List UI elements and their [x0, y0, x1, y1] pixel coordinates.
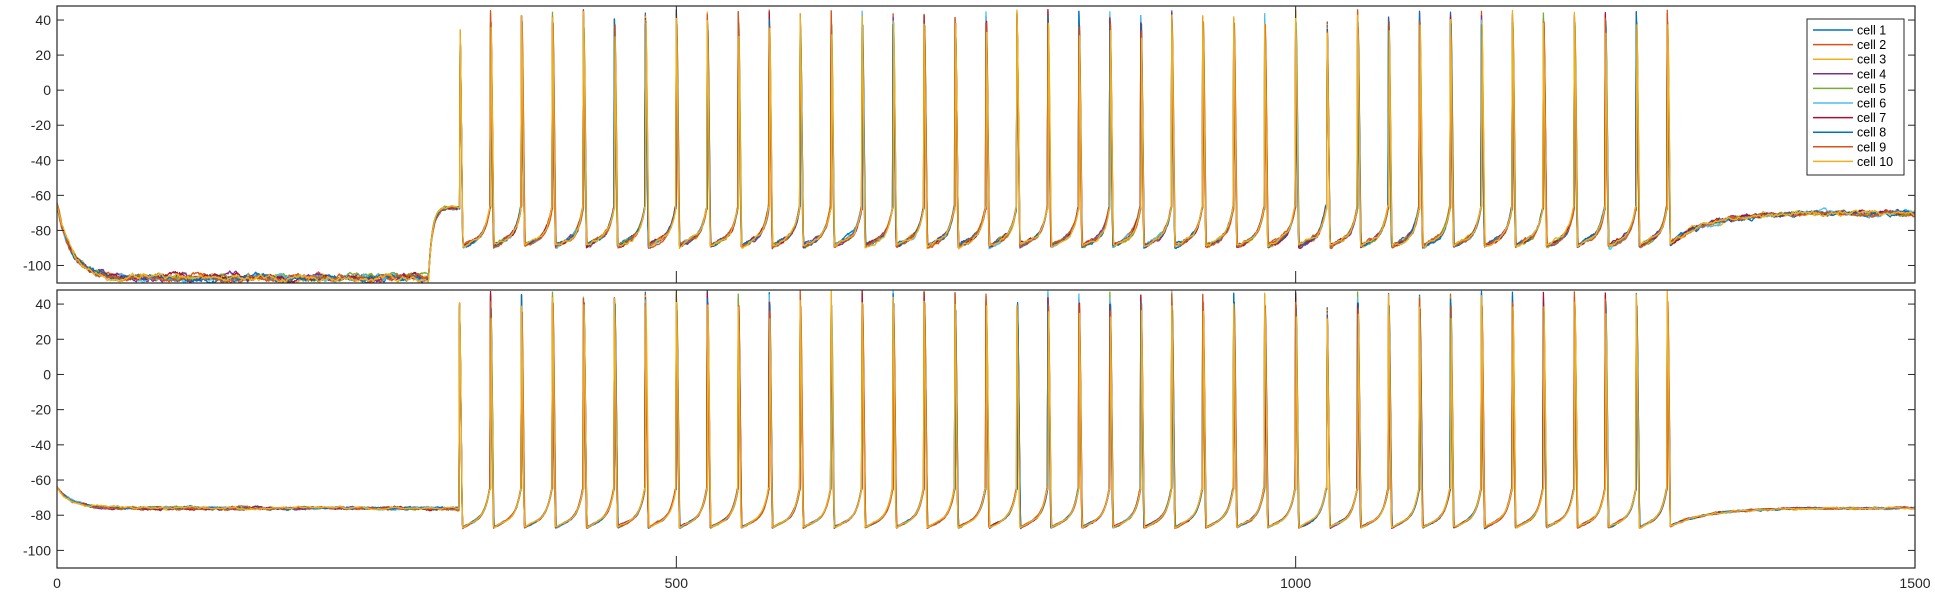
x-tick-label: 500 [665, 575, 689, 591]
legend-label: cell 4 [1857, 67, 1886, 81]
y-tick-label: -80 [31, 222, 51, 238]
x-tick-label: 1500 [1899, 575, 1930, 591]
y-tick-label: 20 [35, 47, 51, 63]
legend-label: cell 7 [1857, 111, 1886, 125]
trace-cell-10 [57, 9, 1915, 283]
y-tick-label: -100 [23, 542, 51, 558]
y-tick-label: -100 [23, 257, 51, 273]
y-tick-label: -60 [31, 472, 51, 488]
x-tick-label: 0 [53, 575, 61, 591]
y-tick-label: -40 [31, 152, 51, 168]
y-tick-label: 40 [35, 12, 51, 28]
legend-label: cell 2 [1857, 38, 1886, 52]
legend-label: cell 10 [1857, 155, 1893, 169]
axes-box [56, 289, 1916, 569]
y-tick-label: -20 [31, 402, 51, 418]
y-tick-label: 0 [43, 366, 51, 382]
trace-cell-10 [57, 290, 1915, 530]
axes-box [56, 5, 1916, 284]
traces [57, 8, 1915, 283]
legend-label: cell 5 [1857, 82, 1886, 96]
y-tick-label: -60 [31, 187, 51, 203]
y-tick-label: -20 [31, 117, 51, 133]
x-tick-label: 1000 [1280, 575, 1311, 591]
y-tick-label: 40 [35, 296, 51, 312]
y-tick-label: 0 [43, 82, 51, 98]
y-tick-label: -40 [31, 437, 51, 453]
legend-label: cell 8 [1857, 126, 1886, 140]
traces [57, 290, 1915, 530]
y-tick-label: 20 [35, 331, 51, 347]
y-tick-label: -80 [31, 507, 51, 523]
legend-label: cell 1 [1857, 24, 1886, 38]
bottom-panel: 40 20 0 -20 -40 -60 -80 -100 0 500 1000 1500 [23, 289, 1931, 591]
legend-label: cell 6 [1857, 97, 1886, 111]
legend-label: cell 9 [1857, 140, 1886, 154]
legend-label: cell 3 [1857, 53, 1886, 67]
